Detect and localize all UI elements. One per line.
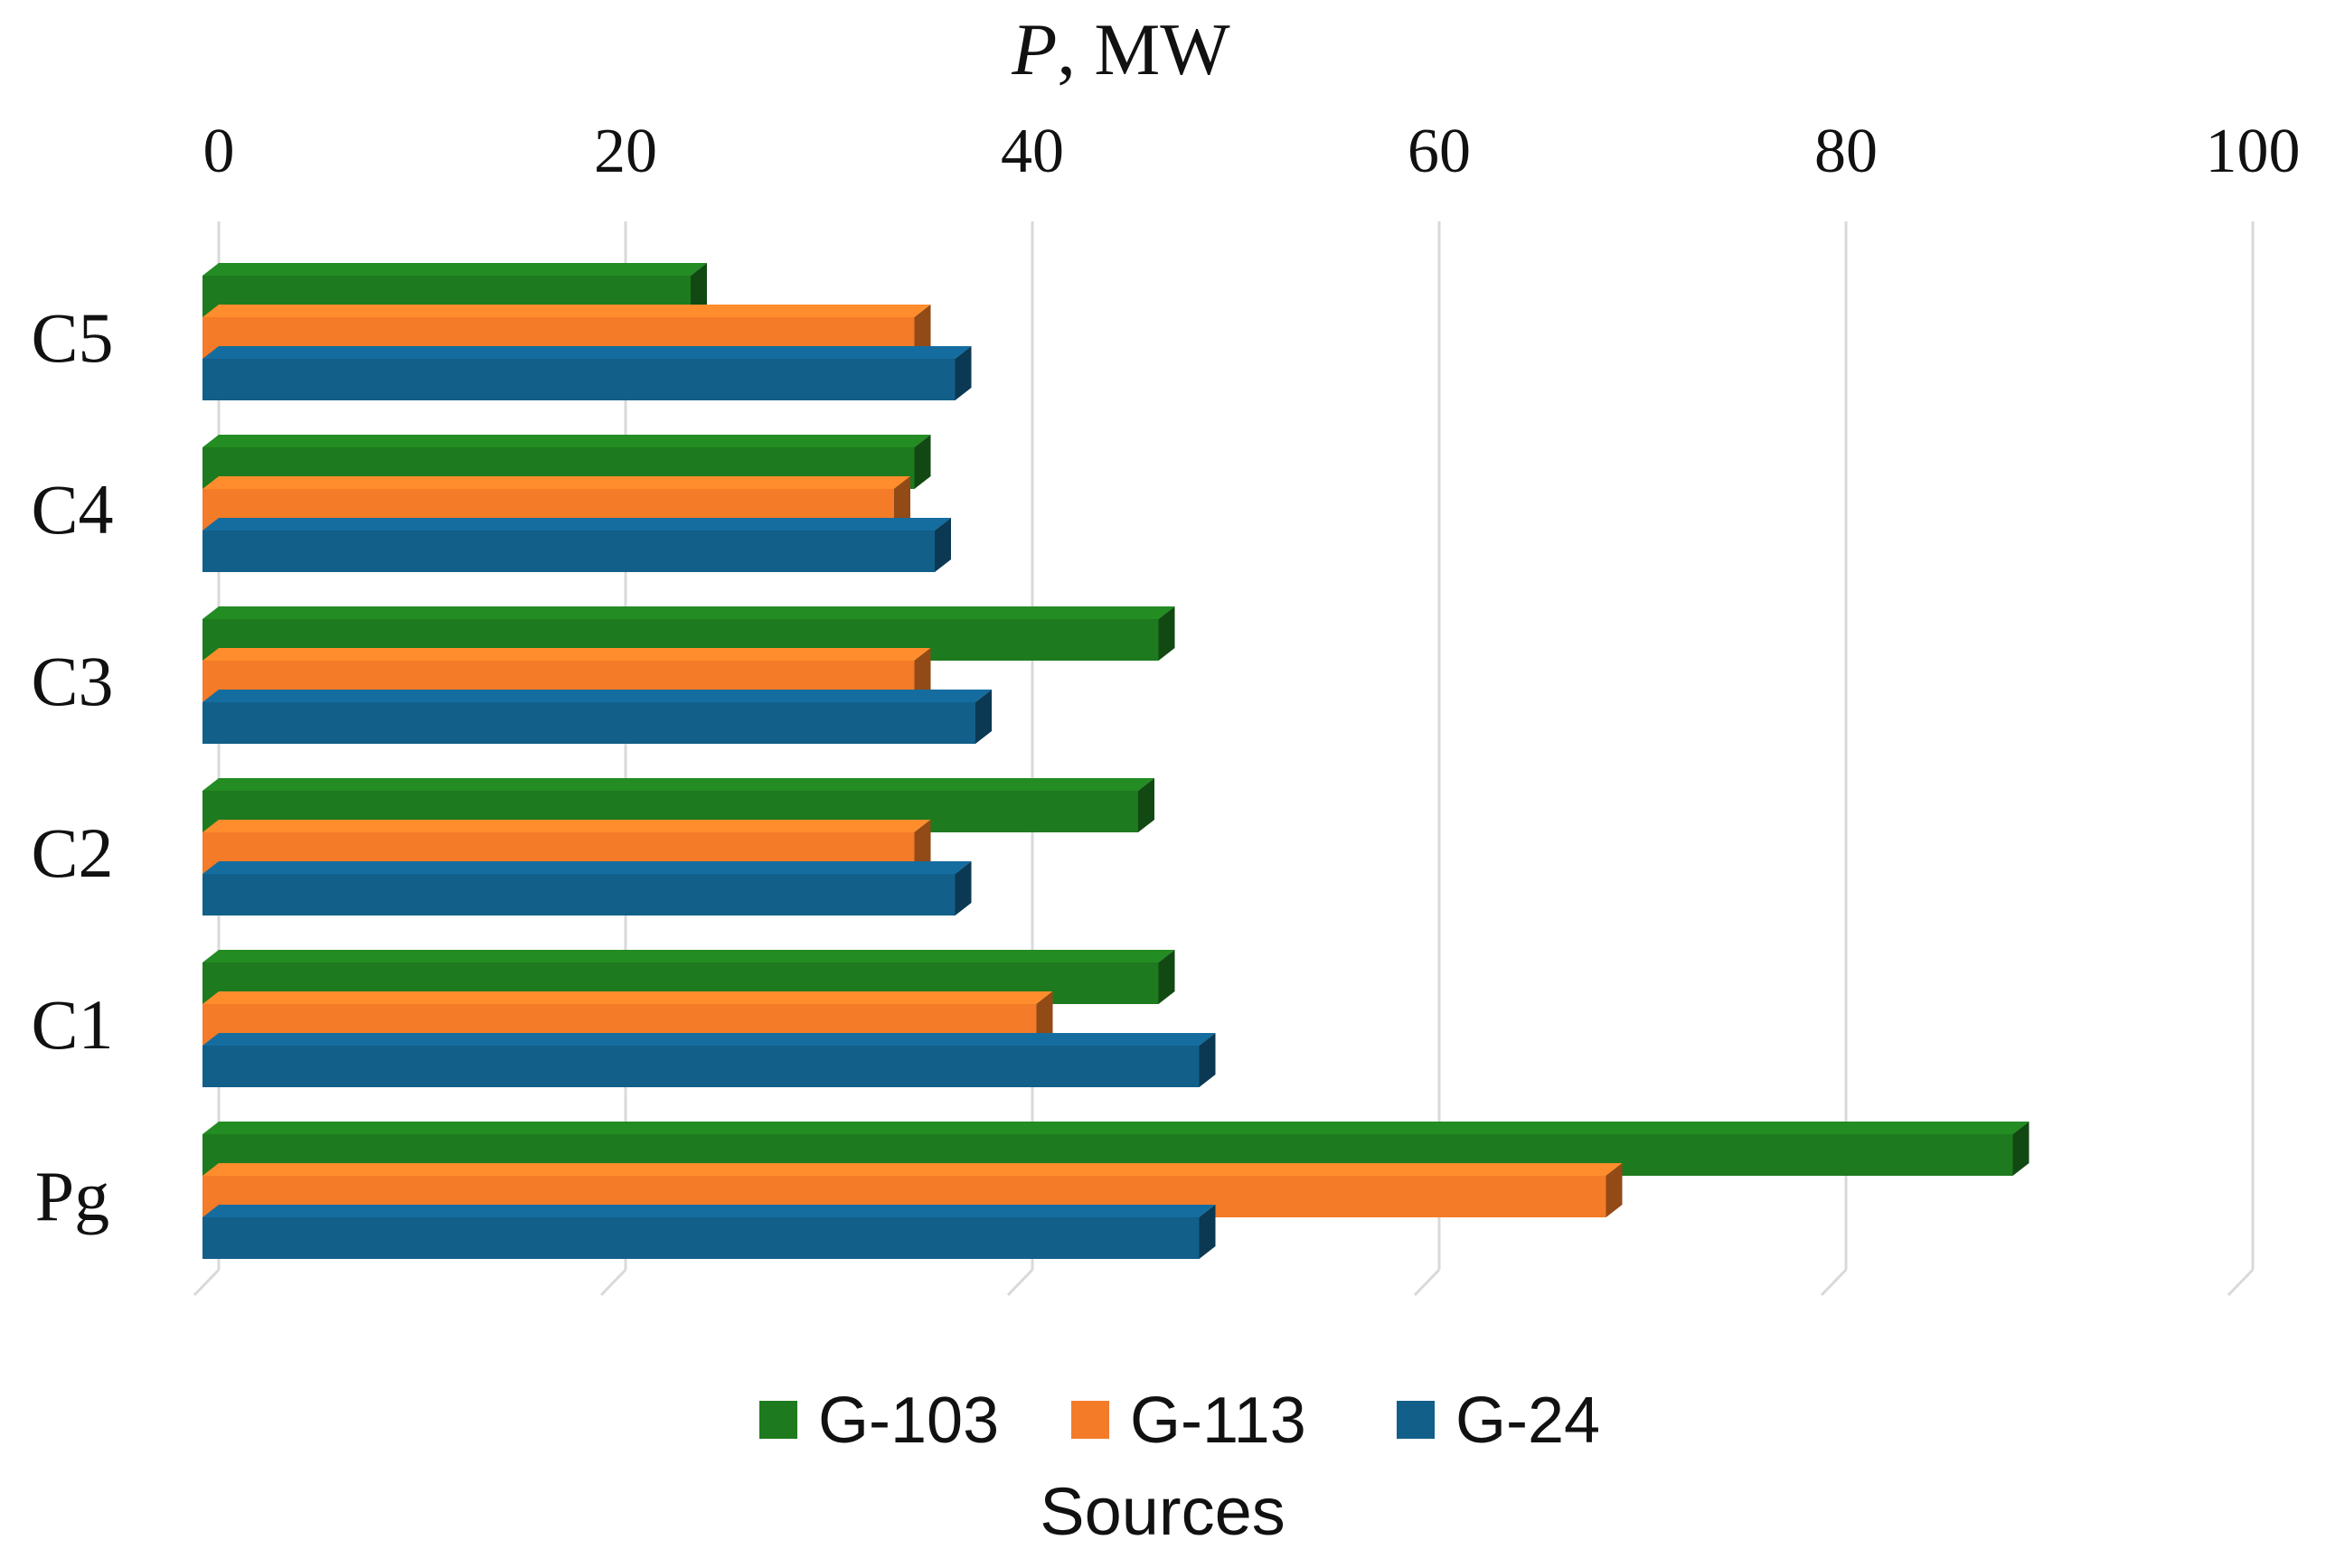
bar-end [914, 648, 931, 702]
bar [202, 690, 992, 744]
bar-end [1199, 1205, 1216, 1259]
bar-top [202, 518, 951, 530]
bar-top [202, 648, 931, 661]
bar [202, 518, 951, 572]
bar-top [202, 1033, 1216, 1046]
bar-end [1036, 991, 1053, 1046]
bar-top [202, 476, 910, 489]
legend-label: G-24 [1455, 1385, 1600, 1457]
bar-top [202, 305, 931, 317]
bar-top [202, 778, 1154, 791]
legend-label: G-113 [1130, 1385, 1306, 1457]
category-label: C3 [31, 642, 113, 720]
category-label: C5 [31, 298, 113, 377]
legend-item: G-113 [1071, 1385, 1306, 1457]
bar-top [202, 820, 931, 832]
x-tick-label: 100 [2206, 117, 2301, 186]
bar-front [202, 530, 935, 572]
x-tick-label: 20 [594, 117, 657, 186]
x-axis-title-unit: , MW [1057, 8, 1230, 90]
x-tick-label: 80 [1814, 117, 1878, 186]
bar-top [202, 606, 1175, 619]
bar-top [202, 346, 972, 359]
bar-end [914, 435, 931, 489]
legend-swatch [1071, 1401, 1109, 1439]
bar [202, 1205, 1216, 1259]
bars [202, 263, 2029, 1259]
x-tick-label: 0 [203, 117, 235, 186]
legend: G-103 G-113 G-24 [759, 1385, 1600, 1457]
bar-front [202, 702, 975, 744]
bar-front [202, 874, 956, 915]
bar-end [894, 476, 910, 530]
bar-top [202, 435, 931, 447]
bar-end [1606, 1163, 1623, 1217]
bar-front [202, 1217, 1200, 1259]
bar-end [1138, 778, 1154, 832]
bar-top [202, 263, 707, 276]
bar-top [202, 861, 972, 874]
legend-label: G-103 [818, 1385, 999, 1457]
gridline-depth [1820, 1268, 1848, 1297]
bar-end [935, 518, 951, 572]
bar-end [691, 263, 707, 317]
x-axis-title: P, MW [1011, 8, 1230, 90]
category-label: C4 [31, 470, 113, 549]
x-axis-title-symbol: P [1011, 8, 1057, 90]
legend-swatch [759, 1401, 797, 1439]
gridline-depth [599, 1268, 627, 1297]
gridline-depth [1006, 1268, 1034, 1297]
bar-top [202, 1122, 2029, 1134]
x-axis-ticks: 0 20 40 60 80 100 [203, 117, 2301, 186]
category-label: C1 [31, 985, 113, 1064]
bar-top [202, 690, 992, 702]
bar-top [202, 1205, 1216, 1217]
legend-item: G-103 [759, 1385, 999, 1457]
bar-end [2012, 1122, 2029, 1176]
bar-end [1158, 950, 1175, 1004]
bar-end [975, 690, 992, 744]
legend-title: Sources [1040, 1474, 1285, 1549]
bar-front [202, 359, 956, 400]
bar [202, 1033, 1216, 1087]
bar-front [202, 1046, 1200, 1087]
legend-swatch [1397, 1401, 1435, 1439]
bar [202, 346, 972, 400]
bar-top [202, 1163, 1623, 1176]
bar [202, 861, 972, 915]
gridline-depth [193, 1268, 221, 1297]
bar-end [1199, 1033, 1216, 1087]
bar-top [202, 950, 1175, 962]
y-axis-categories: C5 C4 C3 C2 C1 Pg [31, 298, 113, 1235]
bar-end [955, 861, 972, 915]
bar-end [955, 346, 972, 400]
legend-item: G-24 [1397, 1385, 1600, 1457]
x-tick-label: 40 [1001, 117, 1064, 186]
bar-top [202, 991, 1053, 1004]
gridline-depth [2227, 1268, 2255, 1297]
gridline-depth [1413, 1268, 1441, 1297]
bar-end [914, 305, 931, 359]
category-label: C2 [31, 813, 113, 892]
x-tick-label: 60 [1408, 117, 1471, 186]
category-label: Pg [35, 1157, 109, 1235]
bar-end [914, 820, 931, 874]
bar-end [1158, 606, 1175, 661]
